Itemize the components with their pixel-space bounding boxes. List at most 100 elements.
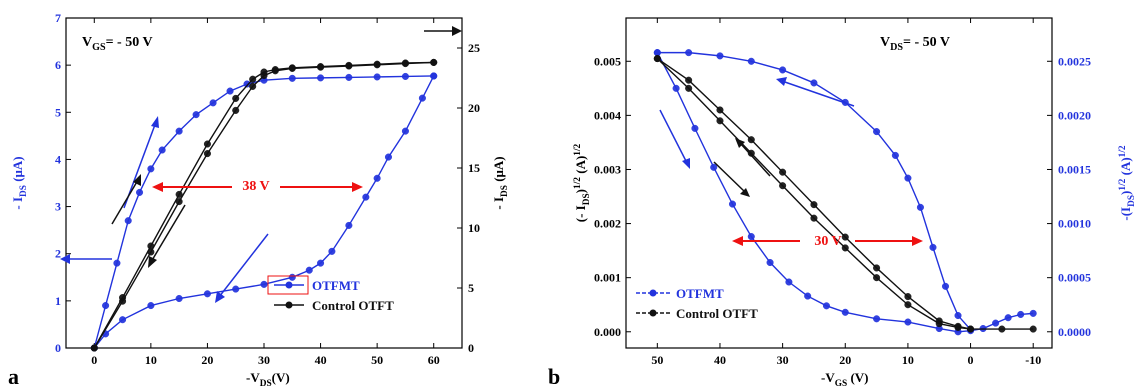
arrowhead xyxy=(735,138,745,148)
y-axis-label-left: - IDS​ (μA) xyxy=(10,156,29,209)
otfmt-point xyxy=(147,165,155,173)
control-point xyxy=(90,344,98,352)
arrowhead xyxy=(151,116,159,128)
control-point xyxy=(747,149,755,157)
otfmt-point xyxy=(209,99,217,107)
y-axis-label-right: - IDS​ (μA) xyxy=(491,156,510,209)
otfmt-point xyxy=(929,243,937,251)
otfmt-point xyxy=(941,282,950,290)
otfmt-point xyxy=(747,233,755,241)
control-point xyxy=(249,75,257,83)
y-tick-label-left: 6 xyxy=(55,58,61,72)
otfmt-point xyxy=(766,258,774,267)
control-point xyxy=(271,67,279,75)
arrowhead xyxy=(740,188,750,197)
otfmt-point xyxy=(373,174,381,182)
y-tick-label-right: 0 xyxy=(468,341,474,355)
control-point xyxy=(288,64,296,72)
y-tick-label-left: 1 xyxy=(55,294,61,308)
otfmt-point xyxy=(175,127,183,135)
legend-marker-otfmt xyxy=(649,289,657,297)
otfmt-point xyxy=(891,151,899,159)
panel-a: 0 10 20 30 40 50 60 0 1 2 3 4 5 6 7 0 5 10 15 20 25 -VDS​(V) -… xyxy=(8,11,510,389)
x-tick-label: 40 xyxy=(714,353,726,367)
control-point xyxy=(232,94,240,102)
control-point xyxy=(175,198,183,206)
control-point xyxy=(345,62,353,70)
y-tick-label-right: 25 xyxy=(468,41,480,55)
arrowhead xyxy=(776,77,787,86)
otfmt-point xyxy=(401,127,409,135)
arrowhead xyxy=(732,236,743,246)
otfmt-point xyxy=(785,278,793,286)
x-tick-label: 0 xyxy=(968,353,974,367)
otfmt-point xyxy=(873,128,881,136)
control-point xyxy=(249,82,257,90)
otfmt-point xyxy=(691,124,699,132)
hysteresis-label: 30 V xyxy=(814,234,841,249)
y-tick-label-left: 5 xyxy=(55,105,61,119)
legend-marker-otfmt xyxy=(285,281,293,289)
control-point xyxy=(317,63,325,71)
control-point xyxy=(841,233,849,241)
control-point xyxy=(373,61,381,69)
y-tick-label-left: 0.005 xyxy=(594,54,621,68)
arrowhead xyxy=(452,26,462,36)
otfmt-point xyxy=(685,49,693,57)
otfmt-point xyxy=(384,153,393,161)
sweep-arrow-reverse-blue xyxy=(781,80,855,107)
control-point xyxy=(685,76,693,84)
legend-marker-control xyxy=(285,301,293,309)
x-tick-label: 30 xyxy=(777,353,789,367)
y-axis-label-left: (- IDS​)1/2​ (A)1/2​ xyxy=(573,143,592,222)
control-point xyxy=(810,214,818,222)
control-point xyxy=(685,84,693,92)
y-axis-label-right: -(IDS​)1/2​ (A)1/2​ xyxy=(1118,145,1137,221)
condition-label: VDS​= - 50 V xyxy=(880,35,950,53)
sweep-arrow-forward-blue xyxy=(659,109,688,164)
control-point xyxy=(119,297,127,305)
y-tick-label-left: 0 xyxy=(55,341,61,355)
control-point xyxy=(401,60,409,68)
y-tick-label-right: 0.0020 xyxy=(1058,108,1091,122)
x-tick-label: 20 xyxy=(201,353,213,367)
legend-highlight xyxy=(267,275,309,295)
sweep-arrow-reverse-blue xyxy=(218,233,269,298)
otfmt-point xyxy=(317,259,325,267)
legend-marker-control xyxy=(649,309,657,317)
otfmt-point xyxy=(288,74,296,82)
sweep-arrow-reverse-black xyxy=(739,142,771,177)
otfmt-point xyxy=(810,79,818,87)
x-axis-label: -VGS​ (V) xyxy=(821,370,868,389)
control-point xyxy=(147,248,155,256)
condition-label: VGS​= - 50 V xyxy=(82,35,153,53)
control-point xyxy=(203,150,211,158)
arrowhead xyxy=(133,174,141,186)
arrowhead xyxy=(352,182,363,192)
y-tick-label-right: 0.0005 xyxy=(1058,271,1091,285)
x-tick-label: -10 xyxy=(1025,353,1041,367)
arrowhead xyxy=(215,291,225,303)
otfmt-point xyxy=(203,290,211,298)
control-point xyxy=(716,106,724,114)
otfmt-point xyxy=(305,266,313,274)
sweep-arrow-reverse-black xyxy=(150,204,186,263)
x-tick-label: 20 xyxy=(839,353,851,367)
control-point xyxy=(232,106,240,114)
otfmt-point xyxy=(119,316,127,324)
arrowhead xyxy=(912,236,923,246)
y-tick-label-left: 0.004 xyxy=(594,108,621,122)
otfmt-point xyxy=(362,193,370,201)
otfmt-point xyxy=(232,285,240,293)
control-point xyxy=(779,182,787,190)
control-point xyxy=(716,117,724,125)
legend-label-control: Control OTFT xyxy=(676,306,758,321)
control-point xyxy=(175,190,183,198)
control-point xyxy=(873,264,881,272)
x-axis-label: -VDS​(V) xyxy=(246,370,290,389)
otfmt-point xyxy=(672,84,680,92)
otfmt-point xyxy=(102,302,110,310)
hysteresis-label: 38 V xyxy=(242,179,269,194)
control-point xyxy=(203,140,211,148)
